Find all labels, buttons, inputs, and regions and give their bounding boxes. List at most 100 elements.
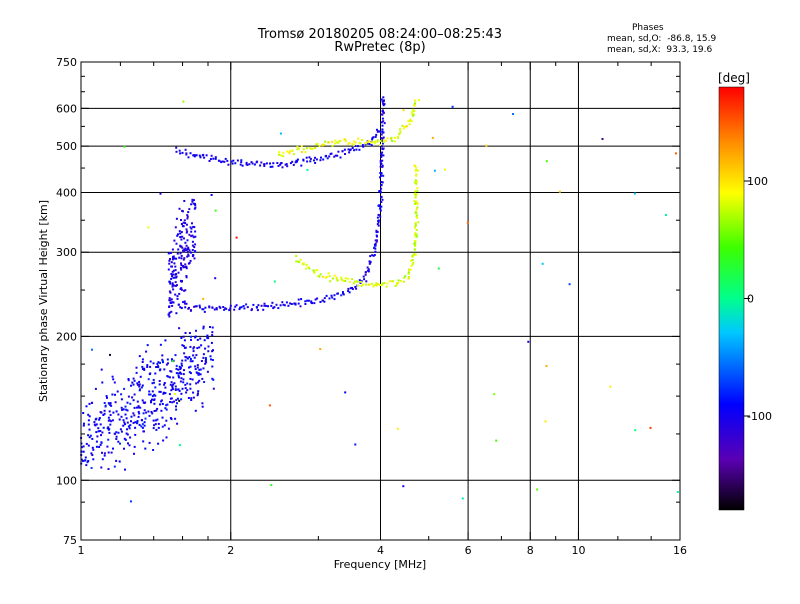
data-point	[307, 266, 310, 268]
data-point	[177, 303, 180, 306]
data-point	[251, 162, 254, 165]
data-point	[173, 400, 175, 403]
data-point	[170, 310, 173, 313]
data-point	[269, 162, 271, 165]
data-point	[194, 250, 197, 253]
data-point	[148, 414, 151, 417]
data-point	[259, 164, 262, 167]
data-point	[185, 223, 188, 226]
colorbar	[718, 86, 745, 511]
data-point	[381, 282, 384, 285]
data-point	[279, 132, 282, 135]
data-point	[380, 121, 383, 124]
data-point	[246, 306, 249, 309]
data-point	[372, 285, 375, 288]
data-point	[157, 422, 160, 425]
data-point	[375, 284, 378, 287]
data-point	[177, 388, 180, 391]
data-point	[202, 353, 205, 356]
data-point	[95, 440, 98, 443]
data-point	[184, 263, 187, 266]
data-point	[112, 411, 115, 414]
data-point	[357, 284, 360, 287]
data-point	[263, 163, 266, 166]
data-point	[157, 442, 160, 445]
data-point	[234, 162, 237, 165]
data-point	[383, 122, 386, 125]
data-point	[399, 279, 402, 282]
data-point	[336, 279, 339, 282]
data-point	[187, 156, 190, 159]
data-point	[381, 139, 384, 142]
data-point	[107, 451, 110, 454]
data-point	[183, 200, 186, 202]
data-point	[105, 395, 108, 398]
data-point	[172, 301, 175, 304]
data-point	[199, 373, 202, 376]
data-point	[308, 267, 311, 270]
data-point	[288, 150, 291, 153]
data-point	[284, 163, 287, 166]
data-point	[296, 160, 298, 163]
data-point	[171, 275, 173, 278]
data-point	[315, 143, 318, 146]
data-point	[82, 450, 85, 453]
data-point	[252, 303, 255, 306]
data-point	[193, 207, 196, 210]
data-point	[132, 383, 135, 386]
data-point	[131, 396, 134, 399]
data-point	[335, 276, 338, 279]
data-point	[380, 187, 383, 190]
data-point	[108, 431, 111, 434]
data-point	[190, 230, 193, 233]
data-point	[145, 411, 148, 414]
data-point	[223, 160, 226, 163]
data-point	[413, 164, 416, 167]
data-point	[101, 451, 103, 454]
data-point	[333, 142, 336, 145]
data-point	[208, 306, 211, 309]
data-point	[202, 367, 205, 370]
data-point	[323, 143, 326, 146]
data-point	[189, 152, 192, 155]
data-point	[180, 264, 183, 267]
data-point	[183, 300, 186, 303]
data-point	[202, 153, 205, 156]
data-point	[179, 267, 182, 269]
data-point	[180, 231, 183, 234]
data-point	[130, 420, 132, 423]
data-point	[103, 454, 106, 457]
data-point	[334, 154, 337, 157]
y-tick-label: 750	[56, 56, 77, 69]
data-point	[211, 326, 214, 329]
data-point	[137, 415, 140, 418]
data-point	[297, 298, 300, 301]
data-point	[372, 136, 375, 139]
data-point	[102, 414, 105, 416]
data-point	[282, 155, 285, 158]
data-point	[403, 125, 406, 128]
data-point	[414, 222, 417, 225]
data-point	[164, 339, 167, 342]
data-point	[191, 198, 194, 201]
data-point	[413, 200, 416, 203]
data-point	[399, 128, 402, 131]
data-point	[163, 383, 166, 386]
data-point	[390, 136, 393, 139]
data-point	[234, 305, 237, 308]
data-point	[186, 357, 189, 360]
data-point	[180, 280, 183, 283]
data-point	[414, 235, 417, 238]
data-point	[190, 338, 192, 341]
data-point	[202, 327, 205, 330]
data-point	[154, 419, 157, 422]
data-point	[415, 200, 418, 203]
data-point	[151, 398, 153, 401]
data-point	[177, 368, 180, 371]
data-point	[396, 135, 399, 138]
data-point	[353, 149, 356, 152]
data-point	[239, 306, 242, 309]
data-point	[376, 230, 379, 233]
data-point	[186, 214, 189, 217]
data-point	[85, 442, 88, 445]
